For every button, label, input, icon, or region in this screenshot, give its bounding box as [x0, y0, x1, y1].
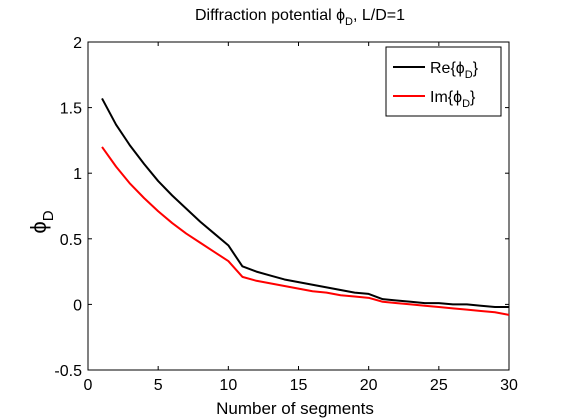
x-tick-label: 15 — [290, 377, 308, 394]
y-axis-label: ϕD — [26, 210, 57, 233]
y-axis-label-symbol: ϕ — [26, 221, 51, 233]
x-tick-label: 0 — [84, 377, 93, 394]
legend-label-im-main: Im{ϕ — [430, 89, 462, 106]
legend-label-re: Re{ϕD} — [430, 60, 479, 81]
x-axis: 0 5 10 15 20 25 30 — [84, 42, 518, 394]
x-tick-label: 5 — [154, 377, 163, 394]
y-axis: -0.5 0 0.5 1 1.5 2 — [54, 35, 509, 380]
series-line-re — [101, 97, 509, 309]
chart-title-tail: , L/D=1 — [353, 7, 405, 24]
series-lines — [101, 97, 510, 316]
y-axis-label-subscript: D — [40, 210, 57, 221]
chart-title-main: Diffraction potential ϕ — [195, 7, 345, 24]
legend-label-im-tail: } — [470, 89, 476, 106]
x-tick-label: 30 — [500, 377, 518, 394]
legend-box — [385, 46, 502, 117]
y-tick-label: 0 — [73, 297, 82, 314]
x-tick-label: 25 — [430, 377, 448, 394]
series-line-im — [101, 146, 510, 316]
legend-label-re-subscript: D — [465, 69, 473, 81]
chart-title-subscript: D — [345, 16, 353, 28]
legend-label-re-main: Re{ϕ — [430, 60, 465, 77]
x-axis-label: Number of segments — [216, 399, 374, 418]
legend: Re{ϕD} Im{ϕD} — [385, 46, 502, 117]
legend-label-im: Im{ϕD} — [430, 89, 476, 110]
chart-title: Diffraction potential ϕD, L/D=1 — [195, 7, 405, 28]
legend-label-im-subscript: D — [462, 98, 470, 110]
x-tick-label: 20 — [360, 377, 378, 394]
x-tick-label: 10 — [219, 377, 237, 394]
legend-label-re-tail: } — [473, 60, 479, 77]
y-tick-label: 1 — [73, 166, 82, 183]
y-tick-label: 2 — [73, 35, 82, 52]
y-tick-label: 0.5 — [60, 232, 82, 249]
y-tick-label: 1.5 — [60, 101, 82, 118]
y-tick-label: -0.5 — [54, 363, 82, 380]
